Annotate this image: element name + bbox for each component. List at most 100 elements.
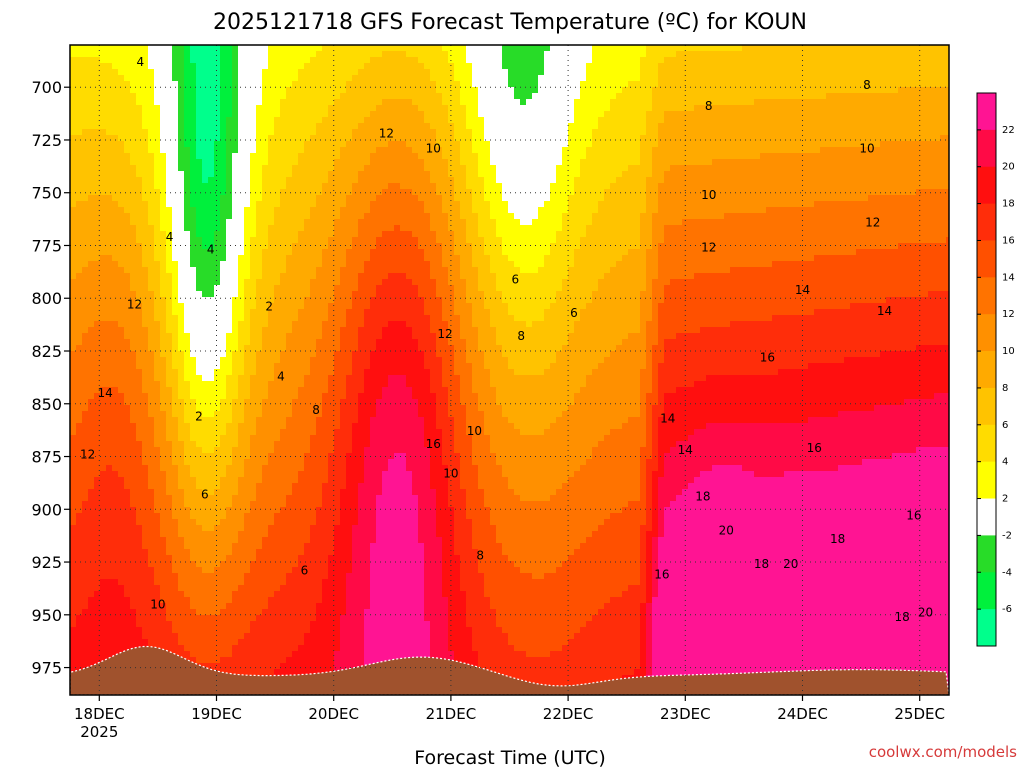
field-cell <box>238 531 245 538</box>
field-cell <box>160 519 167 526</box>
field-cell <box>202 135 209 142</box>
field-cell <box>316 405 323 412</box>
field-cell <box>304 669 311 676</box>
field-cell <box>208 261 215 268</box>
field-cell <box>190 639 197 646</box>
field-cell <box>310 135 317 142</box>
field-cell <box>334 63 341 70</box>
field-cell <box>124 567 131 574</box>
field-cell <box>298 87 305 94</box>
field-cell <box>250 267 257 274</box>
field-cell <box>76 615 83 622</box>
field-cell <box>292 597 299 604</box>
field-cell <box>340 123 347 130</box>
field-cell <box>250 327 257 334</box>
field-cell <box>328 597 335 604</box>
field-cell <box>214 537 221 544</box>
field-cell <box>298 387 305 394</box>
field-cell <box>136 465 143 472</box>
field-cell <box>322 105 329 112</box>
field-cell <box>88 57 95 64</box>
field-cell <box>172 267 179 274</box>
field-cell <box>328 561 335 568</box>
field-cell <box>316 573 323 580</box>
field-cell <box>184 561 191 568</box>
field-cell <box>124 615 131 622</box>
field-cell <box>178 327 185 334</box>
field-cell <box>220 243 227 250</box>
field-cell <box>334 189 341 196</box>
field-cell <box>184 63 191 70</box>
field-cell <box>298 381 305 388</box>
field-cell <box>262 225 269 232</box>
field-cell <box>190 195 197 202</box>
field-cell <box>310 423 317 430</box>
field-cell <box>280 165 287 172</box>
field-cell <box>136 219 143 226</box>
field-cell <box>238 285 245 292</box>
field-cell <box>106 447 113 454</box>
field-cell <box>232 327 239 334</box>
field-cell <box>274 525 281 532</box>
field-cell <box>262 117 269 124</box>
field-cell <box>262 555 269 562</box>
field-cell <box>250 243 257 250</box>
field-cell <box>148 81 155 88</box>
field-cell <box>328 165 335 172</box>
field-cell <box>268 351 275 358</box>
field-cell <box>226 627 233 634</box>
field-cell <box>250 501 257 508</box>
field-cell <box>274 309 281 316</box>
field-cell <box>274 573 281 580</box>
field-cell <box>148 375 155 382</box>
field-cell <box>100 273 107 280</box>
field-cell <box>214 399 221 406</box>
field-cell <box>70 243 77 250</box>
field-cell <box>220 87 227 94</box>
field-cell <box>76 417 83 424</box>
field-cell <box>304 105 311 112</box>
field-cell <box>166 441 173 448</box>
field-cell <box>286 123 293 130</box>
field-cell <box>214 333 221 340</box>
field-cell <box>124 501 131 508</box>
field-cell <box>232 609 239 616</box>
field-cell <box>250 429 257 436</box>
field-cell <box>76 405 83 412</box>
field-cell <box>70 441 77 448</box>
field-cell <box>196 165 203 172</box>
field-cell <box>160 297 167 304</box>
field-cell <box>310 153 317 160</box>
field-cell <box>82 381 89 388</box>
field-cell <box>214 507 221 514</box>
field-cell <box>142 111 149 118</box>
field-cell <box>100 513 107 520</box>
field-cell <box>184 435 191 442</box>
field-cell <box>310 177 317 184</box>
field-cell <box>88 159 95 166</box>
field-cell <box>106 357 113 364</box>
field-cell <box>322 303 329 310</box>
field-cell <box>298 45 305 52</box>
field-cell <box>232 171 239 178</box>
field-cell <box>214 207 221 214</box>
field-cell <box>214 621 221 628</box>
field-cell <box>280 153 287 160</box>
field-cell <box>142 87 149 94</box>
field-cell <box>154 567 161 574</box>
field-cell <box>286 261 293 268</box>
field-cell <box>100 69 107 76</box>
field-cell <box>304 255 311 262</box>
field-cell <box>190 381 197 388</box>
field-cell <box>190 291 197 298</box>
field-cell <box>82 471 89 478</box>
field-cell <box>298 525 305 532</box>
field-cell <box>172 333 179 340</box>
field-cell <box>184 81 191 88</box>
field-cell <box>160 75 167 82</box>
field-cell <box>142 525 149 532</box>
field-cell <box>214 87 221 94</box>
field-cell <box>238 189 245 196</box>
field-cell <box>310 279 317 286</box>
field-cell <box>250 105 257 112</box>
